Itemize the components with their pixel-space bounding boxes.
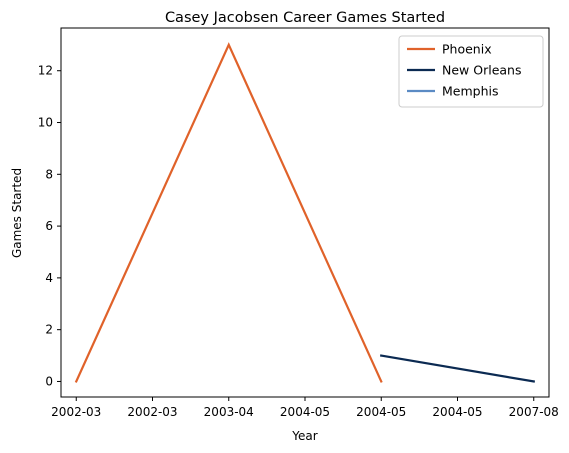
x-tick-label: 2007-08 [509, 405, 559, 419]
plot-area [74, 42, 536, 383]
x-tick-label: 2004-05 [356, 405, 406, 419]
y-tick-label: 0 [45, 374, 53, 388]
y-tick-label: 8 [45, 167, 53, 181]
legend-label: Memphis [442, 84, 499, 99]
y-tick-label: 4 [45, 271, 53, 285]
legend-label: Phoenix [442, 42, 492, 57]
chart-title: Casey Jacobsen Career Games Started [165, 10, 445, 26]
y-tick-label: 12 [38, 64, 53, 78]
y-tick-label: 2 [45, 323, 53, 337]
y-tick-label: 6 [45, 219, 53, 233]
series-line-0 [74, 42, 383, 383]
legend-box [398, 35, 544, 108]
x-tick-label: 2002-03 [51, 405, 101, 419]
series-line-1 [379, 354, 536, 383]
y-tick-label: 10 [38, 116, 53, 130]
x-tick-label: 2002-03 [127, 405, 177, 419]
y-axis-label: Games Started [10, 168, 24, 258]
x-tick-label: 2004-05 [432, 405, 482, 419]
x-tick-label: 2003-04 [204, 405, 254, 419]
legend: Phoenix New Orleans Memphis [398, 35, 544, 108]
x-tick-label: 2004-05 [280, 405, 330, 419]
x-axis-label: Year [291, 429, 317, 443]
x-axis: 2002-03 2002-03 2003-04 2004-05 2004-05 2004-… [51, 397, 559, 419]
legend-label: New Orleans [442, 63, 521, 78]
y-axis: 0 2 4 6 8 10 12 [38, 64, 61, 388]
